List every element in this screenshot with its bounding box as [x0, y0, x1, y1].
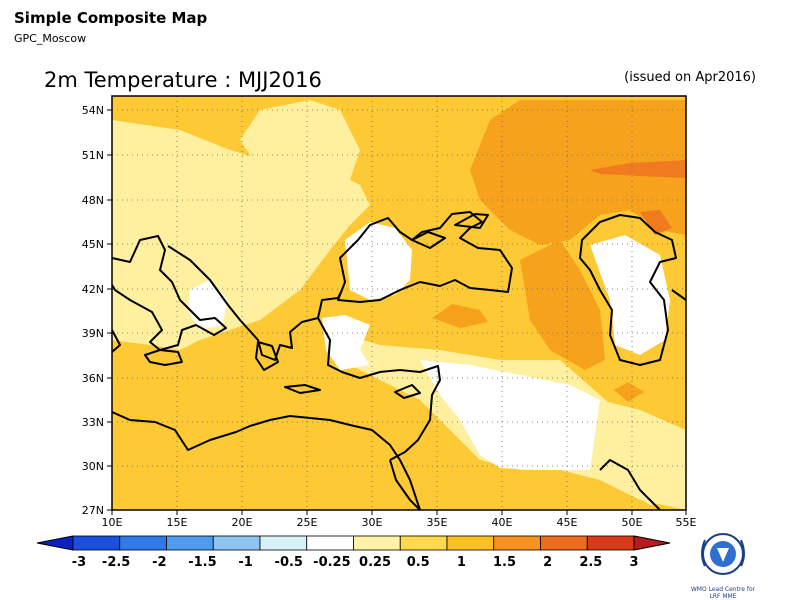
field-light-se — [590, 400, 686, 505]
coast-blacksea — [337, 211, 513, 303]
colorbar-label: -1 — [238, 555, 252, 570]
field-orange-blacksea — [432, 304, 488, 328]
field-orange-se — [614, 382, 644, 402]
colorbar-arrow-right — [633, 535, 671, 551]
coast-italy — [111, 235, 227, 351]
colorbar-swatch — [212, 535, 261, 551]
colorbar-label: -1.5 — [188, 555, 216, 570]
lat-label: 45N — [82, 238, 104, 251]
field-white-levant — [420, 360, 605, 470]
field-red-ne — [640, 210, 672, 235]
colorbar-swatch — [306, 535, 354, 551]
coast-caspian — [579, 214, 677, 366]
lat-labels: 54N 51N 48N 45N 42N 39N 36N 33N 30N 27N — [82, 104, 104, 517]
colorbar-label: 3 — [629, 555, 638, 570]
lon-label: 40E — [492, 516, 513, 529]
colorbar-swatch — [259, 535, 308, 551]
colorbar-label: -2.5 — [102, 555, 130, 570]
colorbar-label: 1 — [457, 555, 466, 570]
lon-label: 35E — [427, 516, 448, 529]
lon-label: 15E — [167, 516, 188, 529]
colorbar-label: 1.5 — [493, 555, 516, 570]
lon-label: 45E — [557, 516, 578, 529]
colorbar-swatch — [446, 535, 495, 551]
lat-label: 42N — [82, 283, 104, 296]
map-title: 2m Temperature : MJJ2016 — [44, 68, 322, 92]
coast-cyprus — [394, 384, 421, 399]
lat-label: 39N — [82, 327, 104, 340]
coast-east — [671, 289, 687, 301]
colorbar-swatch — [540, 535, 588, 551]
lat-label: 27N — [82, 504, 104, 517]
lon-label: 30E — [362, 516, 383, 529]
colorbar-label: 0.5 — [407, 555, 430, 570]
wmo-text-1: WMO Lead Centre for — [690, 586, 756, 593]
colorbar-label: 2.5 — [579, 555, 602, 570]
lon-label: 50E — [622, 516, 643, 529]
coast-peloponnese — [255, 341, 279, 371]
coast-azov — [454, 213, 489, 229]
coast-arabia — [599, 459, 661, 511]
lon-labels: 10E 15E 20E 25E 30E 35E 40E 45E 50E 55E — [102, 516, 697, 529]
coast-balkans — [167, 245, 343, 361]
colorbar-swatch — [119, 535, 167, 551]
colorbar-swatch — [493, 535, 541, 551]
lon-label: 20E — [232, 516, 253, 529]
field-light-north — [240, 100, 360, 190]
wmo-text-2: LRF MME — [709, 593, 737, 600]
colorbar-swatch — [166, 535, 214, 551]
field-white-caspian — [590, 235, 670, 355]
field-red-streak — [590, 160, 686, 178]
map-frame — [111, 95, 687, 511]
colorbar-label: -0.5 — [275, 555, 303, 570]
coast-redsea — [389, 459, 421, 511]
colorbar-label: 2 — [543, 555, 552, 570]
issued-date: (issued on Apr2016) — [624, 70, 756, 85]
coast-crimea — [411, 231, 446, 249]
lat-label: 33N — [82, 416, 104, 429]
axis-ticks — [107, 109, 687, 515]
wmo-emblem-icon — [701, 533, 745, 575]
colorbar-swatch — [72, 535, 121, 551]
colorbar-swatch — [586, 535, 635, 551]
field-white-balkan — [345, 222, 412, 300]
lat-label: 30N — [82, 460, 104, 473]
lat-label: 48N — [82, 194, 104, 207]
coast-sicily — [144, 349, 183, 366]
colorbar-label: -2 — [152, 555, 166, 570]
coastlines — [111, 211, 687, 511]
lon-label: 25E — [297, 516, 318, 529]
field-white-turkey — [322, 315, 370, 370]
colorbar-label: -0.25 — [313, 555, 350, 570]
lat-label: 36N — [82, 372, 104, 385]
colorbar-arrow-left — [36, 535, 74, 551]
coast-turkey-south — [317, 317, 441, 461]
subtitle: GPC_Moscow — [14, 32, 87, 45]
lon-label: 10E — [102, 516, 123, 529]
wmo-logo: WMO Lead Centre for LRF MME — [688, 526, 758, 600]
field-orange-center — [520, 240, 605, 370]
colorbar-swatch — [399, 535, 448, 551]
colorbar-swatch — [353, 535, 401, 551]
colorbar-label: 0.25 — [359, 555, 391, 570]
lat-label: 54N — [82, 104, 104, 117]
colorbar-label: -3 — [72, 555, 86, 570]
lat-label: 51N — [82, 149, 104, 162]
coast-crete — [284, 384, 321, 394]
coast-sardinia — [111, 329, 121, 353]
temperature-field — [112, 96, 686, 510]
lon-label: 55E — [676, 516, 697, 529]
colorbar: -3 -2.5 -2 -1.5 -1 -0.5 -0.25 0.25 0.5 1 1.5 2 2.5 3 — [36, 535, 671, 570]
gridlines — [112, 96, 686, 510]
app-title: Simple Composite Map — [14, 9, 208, 27]
coast-north-africa — [111, 411, 421, 511]
